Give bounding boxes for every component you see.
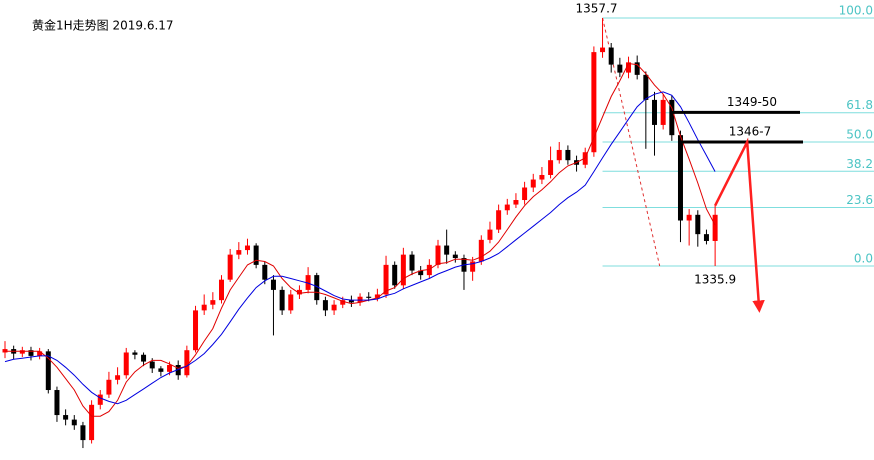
candle-body xyxy=(54,390,60,416)
candle-body xyxy=(357,296,363,303)
candle-body xyxy=(695,214,701,235)
candle-body xyxy=(435,245,441,265)
zone-label: 1349-50 xyxy=(727,95,777,109)
candle-body xyxy=(565,149,571,161)
fib-label: 50.0 xyxy=(846,127,873,141)
candle-body xyxy=(556,149,562,161)
candle-body xyxy=(392,264,398,286)
candle-body xyxy=(608,47,614,65)
candle-body xyxy=(149,361,155,369)
moving-average xyxy=(4,91,716,405)
candle-body xyxy=(504,204,510,211)
candle-body xyxy=(262,264,268,280)
zone-label: 1346-7 xyxy=(729,124,772,138)
high-label: 1357.7 xyxy=(576,1,618,15)
candle-body xyxy=(37,351,43,356)
candle-body xyxy=(374,294,380,298)
candle-body xyxy=(331,304,337,311)
candle-body xyxy=(452,254,458,259)
candle-body xyxy=(400,254,406,286)
candle-body xyxy=(582,152,588,165)
candle-body xyxy=(418,270,424,276)
candle-body xyxy=(45,351,51,391)
candle-body xyxy=(617,64,623,73)
candle-body xyxy=(305,275,311,290)
candle-body xyxy=(600,47,606,53)
candle-body xyxy=(539,174,545,180)
candle-body xyxy=(444,245,450,255)
candle-body xyxy=(634,62,640,75)
candle-body xyxy=(28,350,34,356)
candle-body xyxy=(236,250,242,255)
candle-body xyxy=(712,214,718,241)
candle-body xyxy=(141,354,147,362)
candle-body xyxy=(660,99,666,125)
chart-title: 黄金1H走势图 2019.6.17 xyxy=(32,18,174,33)
candle-body xyxy=(288,294,294,311)
candle-body xyxy=(470,261,476,272)
candle-body xyxy=(80,425,86,441)
candle-body xyxy=(686,214,692,221)
candle-body xyxy=(383,264,389,295)
candle-body xyxy=(669,99,675,136)
candle-body xyxy=(71,419,77,426)
candle-body xyxy=(270,279,276,290)
fib-label: 61.8 xyxy=(846,98,873,112)
low-label: 1335.9 xyxy=(694,273,736,287)
candle-body xyxy=(366,296,372,298)
candle-body xyxy=(643,74,649,100)
candle-body xyxy=(626,62,632,73)
candle-body xyxy=(478,239,484,262)
candle-body xyxy=(89,404,95,441)
candle-body xyxy=(652,99,657,125)
candle-body xyxy=(591,52,597,153)
candle-body xyxy=(219,279,224,301)
candle-body xyxy=(426,264,432,276)
candle-body xyxy=(314,275,320,301)
candle-body xyxy=(123,352,129,376)
candle-body xyxy=(2,349,8,353)
candle-body xyxy=(227,254,233,280)
candle-body xyxy=(703,234,709,241)
candle-body xyxy=(677,135,683,221)
candle-body xyxy=(97,394,103,405)
candle-body xyxy=(167,364,173,372)
candle-body xyxy=(322,300,328,311)
candle-body xyxy=(548,160,554,175)
candle-body xyxy=(184,350,190,376)
candle-body xyxy=(530,179,536,188)
fib-label: 38.2 xyxy=(846,157,873,171)
candle-body xyxy=(279,289,285,311)
candle-body xyxy=(348,300,354,303)
candle-body xyxy=(496,210,502,230)
candle-body xyxy=(296,289,302,295)
candle-body xyxy=(193,310,199,351)
candle-body xyxy=(115,375,121,380)
moving-average xyxy=(5,62,716,417)
candle-body xyxy=(340,300,346,305)
fib-label: 100.0 xyxy=(839,3,873,17)
fib-label: 23.6 xyxy=(846,193,873,207)
candle-body xyxy=(244,245,250,251)
candle-body xyxy=(19,350,25,354)
candle-body xyxy=(513,200,519,205)
candle-body xyxy=(106,379,112,395)
candle-body xyxy=(522,187,528,201)
candle-body xyxy=(175,364,181,376)
candle-body xyxy=(132,352,138,355)
candle-body xyxy=(253,245,259,265)
candle-body xyxy=(487,229,493,240)
candle-body xyxy=(63,415,69,420)
candle-body xyxy=(201,304,207,311)
fib-label: 0.0 xyxy=(854,252,873,266)
candle-body xyxy=(409,254,415,271)
candle-body xyxy=(158,368,164,372)
projection-arrow xyxy=(713,137,765,313)
candle-body xyxy=(210,300,216,305)
